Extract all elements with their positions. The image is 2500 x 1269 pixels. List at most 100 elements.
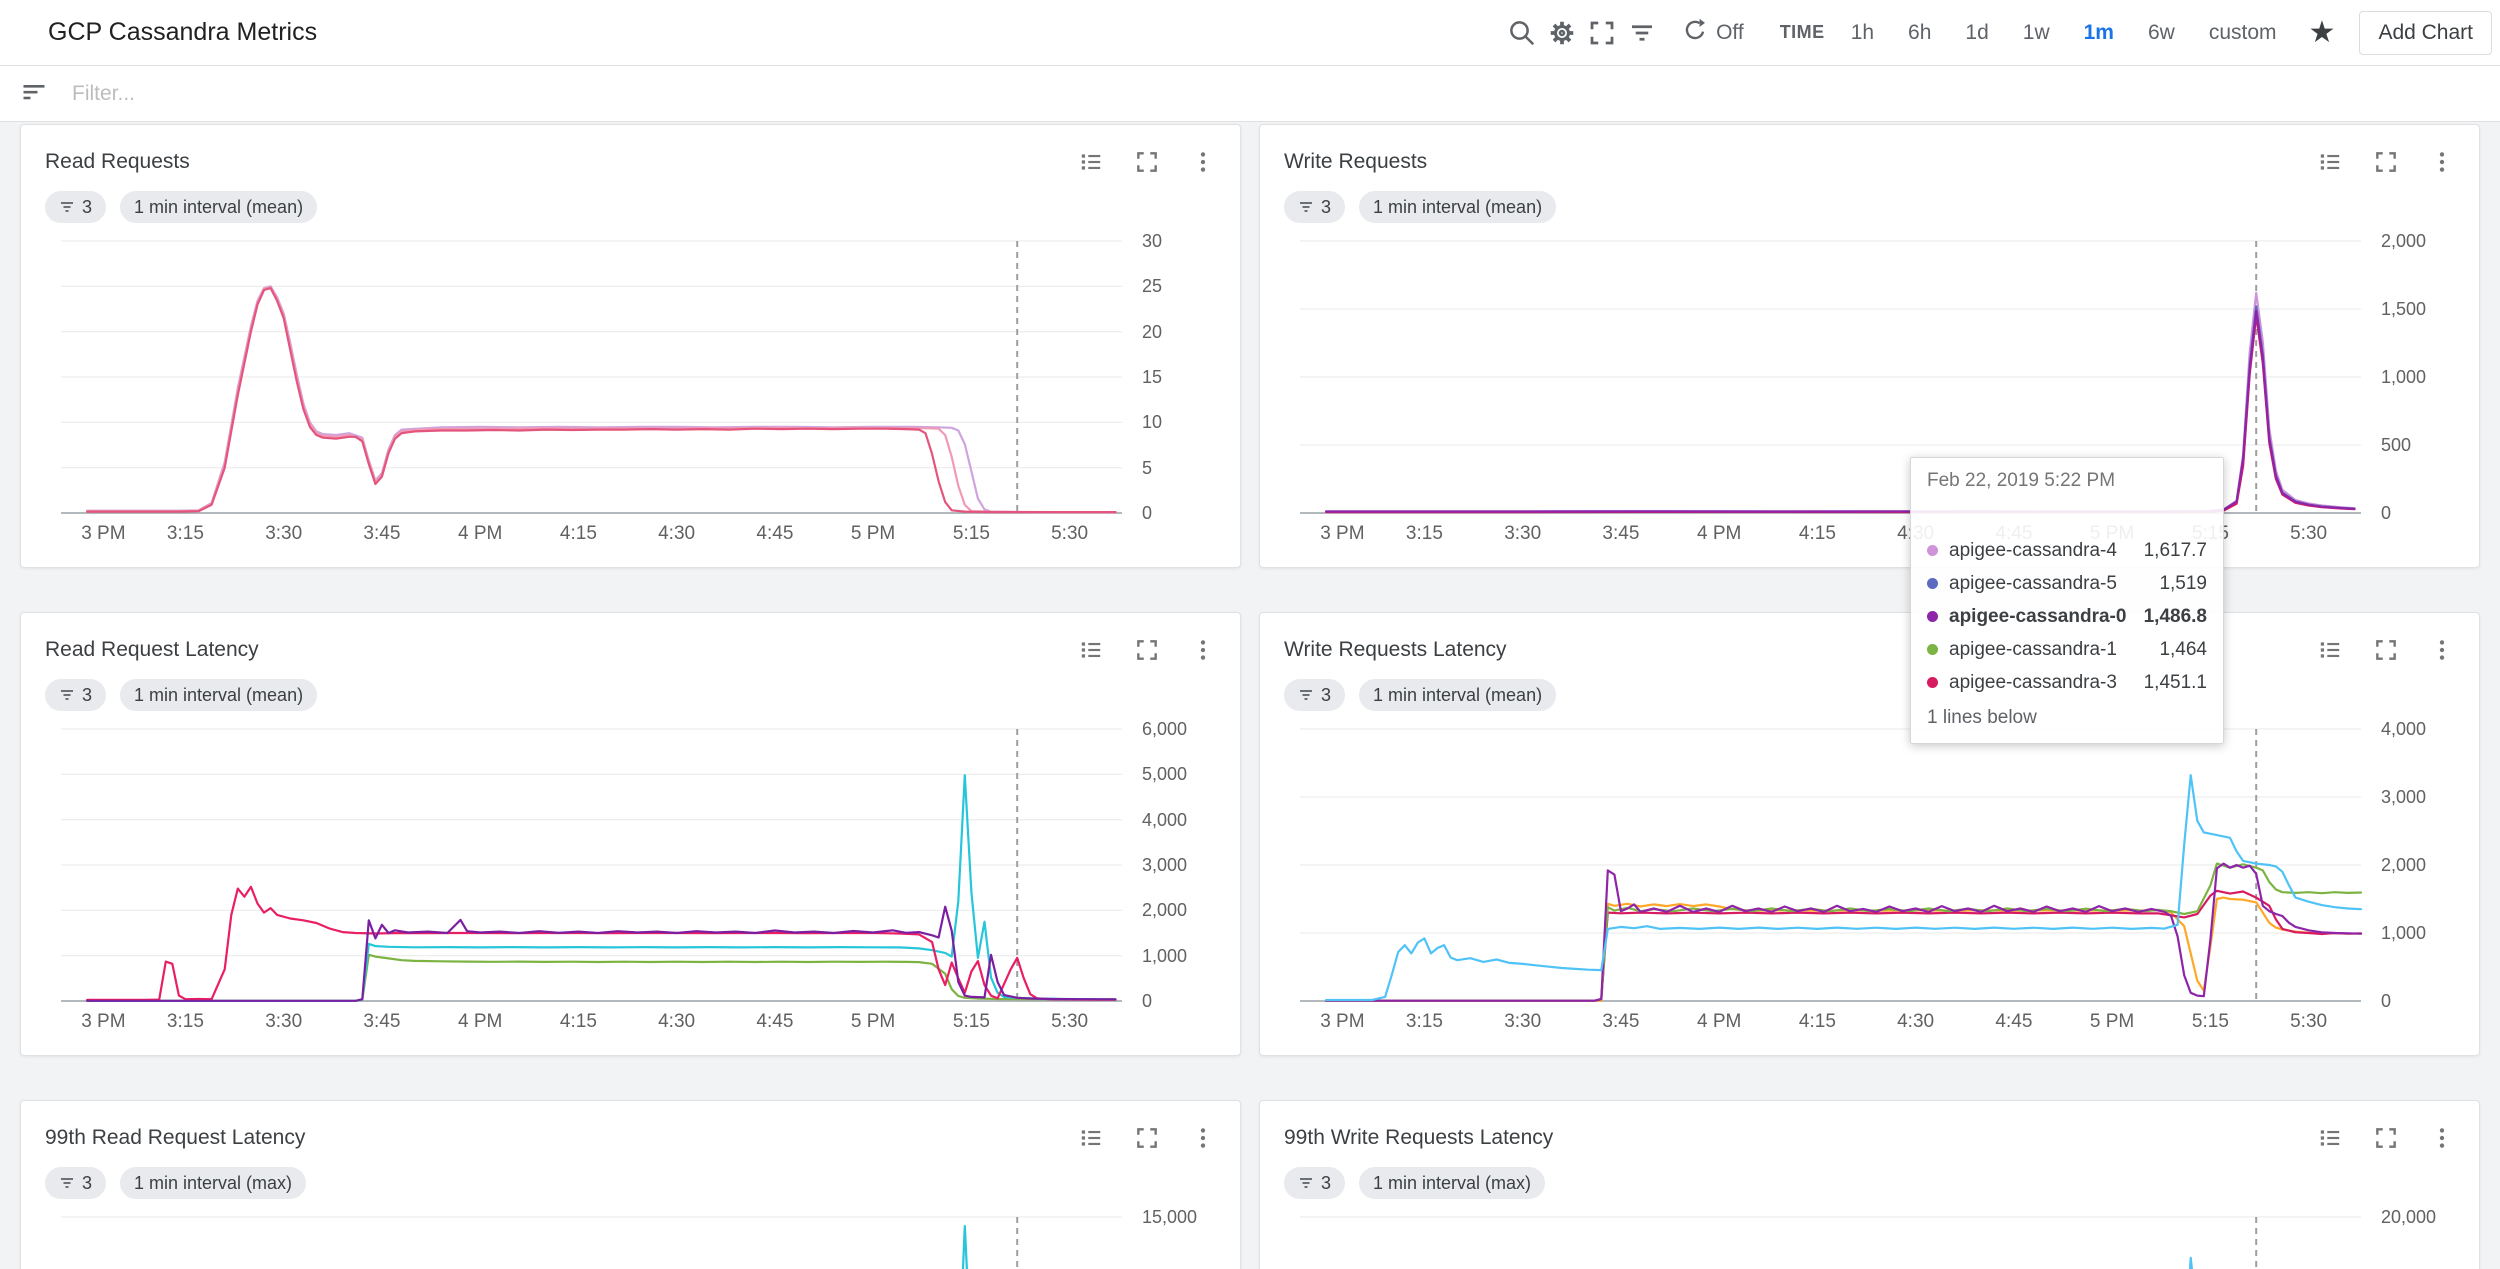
tooltip-spacer	[1927, 492, 2207, 534]
series-color-dot	[1927, 578, 1938, 589]
range-1h[interactable]: 1h	[1850, 20, 1875, 44]
svg-text:3:15: 3:15	[1406, 1011, 1443, 1032]
expand-chart-icon[interactable]	[1134, 1125, 1160, 1151]
chart-card-read-request-latency: Read Request Latency 3 1 min interval (m…	[20, 612, 1241, 1056]
range-1m[interactable]: 1m	[2083, 20, 2114, 44]
interval-chip[interactable]: 1 min interval (mean)	[1359, 679, 1557, 711]
svg-text:3 PM: 3 PM	[81, 1011, 125, 1032]
range-1d[interactable]: 1d	[1965, 20, 1989, 44]
expand-chart-icon[interactable]	[2373, 149, 2399, 175]
range-6w[interactable]: 6w	[2147, 20, 2175, 44]
chart-card-write-requests: Write Requests 3 1 min interval (mean) 3…	[1259, 124, 2480, 744]
tooltip-row: apigee-cassandra-5 1,519	[1927, 567, 2207, 600]
svg-text:4:15: 4:15	[560, 1011, 597, 1032]
legend-icon[interactable]	[1078, 1125, 1104, 1151]
y-axis-labels: 05,00010,00015,000	[1142, 1207, 1198, 1227]
filter-count: 3	[82, 196, 93, 217]
legend-icon[interactable]	[2317, 1125, 2343, 1151]
y-axis-labels: 0 500 1,000 1,500 2,000	[2381, 231, 2427, 523]
legend-icon[interactable]	[2317, 149, 2343, 175]
legend-icon[interactable]	[2317, 637, 2343, 663]
more-options-icon[interactable]	[1190, 149, 1216, 175]
app-header: GCP Cassandra Metrics Off TIME 1h 6h 1d …	[0, 0, 2500, 66]
svg-text:3:30: 3:30	[265, 1011, 302, 1032]
chart-plot[interactable]: 3 PM3:153:303:454 PM4:154:304:455 PM5:15…	[45, 1211, 1128, 1269]
chart-plot[interactable]: 3 PM3:153:303:454 PM4:154:304:455 PM5:15…	[1284, 1211, 2367, 1269]
filter-count: 3	[82, 684, 93, 705]
svg-text:3 PM: 3 PM	[81, 523, 125, 544]
svg-text:3:45: 3:45	[363, 1011, 400, 1032]
chart-title: Read Request Latency	[45, 638, 259, 661]
chart-title: Read Requests	[45, 150, 190, 173]
filter-count-chip[interactable]: 3	[45, 191, 107, 223]
svg-text:5 PM: 5 PM	[851, 1011, 895, 1032]
tooltip-row: apigee-cassandra-4 1,617.7	[1927, 534, 2207, 567]
more-options-icon[interactable]	[2429, 1125, 2455, 1151]
legend-icon[interactable]	[1078, 637, 1104, 663]
svg-text:4:45: 4:45	[756, 523, 793, 544]
interval-chip[interactable]: 1 min interval (max)	[1359, 1167, 1546, 1199]
filter-count-chip[interactable]: 3	[1284, 191, 1346, 223]
interval-chip[interactable]: 1 min interval (max)	[120, 1167, 307, 1199]
svg-text:5:30: 5:30	[2290, 1011, 2327, 1032]
header-toolbar: Off TIME 1h 6h 1d 1w 1m 6w custom ★ Add …	[1502, 10, 2492, 55]
svg-text:3 PM: 3 PM	[1320, 523, 1364, 544]
filter-count: 3	[1321, 684, 1332, 705]
legend-icon[interactable]	[1078, 149, 1104, 175]
svg-text:4 PM: 4 PM	[458, 1011, 502, 1032]
more-options-icon[interactable]	[1190, 1125, 1216, 1151]
auto-refresh-toggle[interactable]: Off	[1682, 17, 1744, 49]
svg-text:5:30: 5:30	[1051, 1011, 1088, 1032]
range-custom[interactable]: custom	[2208, 20, 2277, 44]
svg-text:5:15: 5:15	[953, 1011, 990, 1032]
svg-text:4 PM: 4 PM	[458, 523, 502, 544]
interval-chip[interactable]: 1 min interval (mean)	[120, 191, 318, 223]
settings-gear-icon[interactable]	[1542, 13, 1582, 53]
series-color-dot	[1927, 611, 1938, 622]
filter-count: 3	[1321, 196, 1332, 217]
svg-text:4:45: 4:45	[1995, 1011, 2032, 1032]
range-6h[interactable]: 6h	[1908, 20, 1932, 44]
y-axis-labels: 0 1,000 2,000 3,000 4,000	[2381, 719, 2427, 1011]
range-1w[interactable]: 1w	[2022, 20, 2050, 44]
tooltip-row: apigee-cassandra-1 1,464	[1927, 633, 2207, 666]
svg-text:3:30: 3:30	[1504, 523, 1541, 544]
svg-text:4 PM: 4 PM	[1697, 523, 1741, 544]
svg-text:4:15: 4:15	[1799, 1011, 1836, 1032]
favorite-star-icon[interactable]: ★	[2308, 15, 2336, 49]
chart-card-write-requests-latency: Write Requests Latency 3 1 min interval …	[1259, 612, 2480, 1056]
dashboard-filter-input[interactable]	[70, 80, 670, 107]
y-axis-labels: 0 1,000 2,000 3,000 4,000 5,000 6,000	[1142, 719, 1188, 1011]
chart-card-99th-read-request-latency: 99th Read Request Latency 3 1 min interv…	[20, 1100, 1241, 1269]
expand-chart-icon[interactable]	[2373, 1125, 2399, 1151]
svg-text:3:15: 3:15	[167, 1011, 204, 1032]
more-options-icon[interactable]	[1190, 637, 1216, 663]
interval-chip[interactable]: 1 min interval (mean)	[1359, 191, 1557, 223]
expand-chart-icon[interactable]	[1134, 149, 1160, 175]
more-options-icon[interactable]	[2429, 637, 2455, 663]
fullscreen-icon[interactable]	[1582, 13, 1622, 53]
filter-count-chip[interactable]: 3	[45, 1167, 107, 1199]
interval-chip[interactable]: 1 min interval (mean)	[120, 679, 318, 711]
svg-text:5 PM: 5 PM	[851, 523, 895, 544]
chart-card-99th-write-requests-latency: 99th Write Requests Latency 3 1 min inte…	[1259, 1100, 2480, 1269]
svg-text:3:15: 3:15	[167, 523, 204, 544]
search-icon[interactable]	[1502, 13, 1542, 53]
filter-count: 3	[1321, 1172, 1332, 1193]
series-color-dot	[1927, 644, 1938, 655]
filter-count-chip[interactable]: 3	[45, 679, 107, 711]
expand-chart-icon[interactable]	[2373, 637, 2399, 663]
filter-count-chip[interactable]: 3	[1284, 679, 1346, 711]
svg-text:4:15: 4:15	[1799, 523, 1836, 544]
svg-text:4:45: 4:45	[756, 1011, 793, 1032]
add-chart-button[interactable]: Add Chart	[2359, 10, 2492, 55]
filter-icon[interactable]	[1622, 13, 1662, 53]
chart-title: Write Requests Latency	[1284, 638, 1507, 661]
more-options-icon[interactable]	[2429, 149, 2455, 175]
svg-text:3:45: 3:45	[363, 523, 400, 544]
filter-count-chip[interactable]: 3	[1284, 1167, 1346, 1199]
expand-chart-icon[interactable]	[1134, 637, 1160, 663]
